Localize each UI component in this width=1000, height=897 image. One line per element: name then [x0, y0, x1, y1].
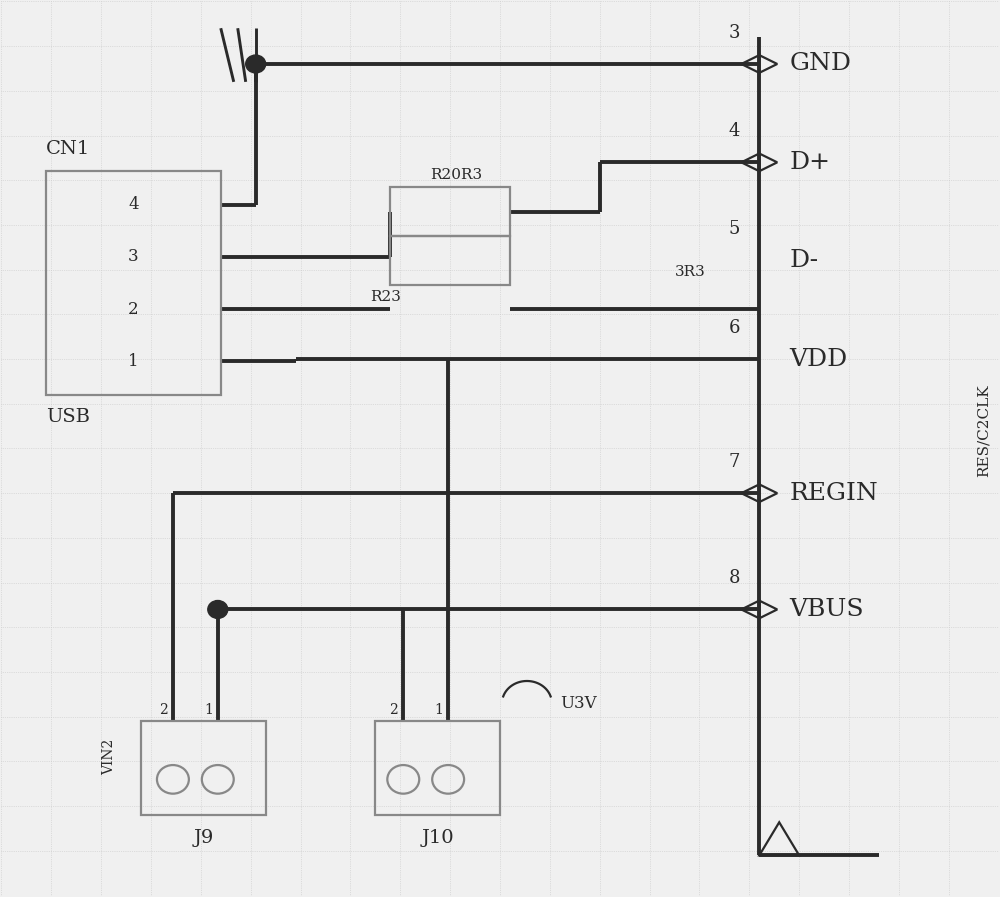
Bar [141, 721, 266, 815]
Text: 1: 1 [128, 353, 139, 370]
Text: 5: 5 [729, 221, 740, 239]
Text: D+: D+ [789, 151, 830, 174]
Text: R23: R23 [370, 290, 401, 304]
Circle shape [208, 600, 228, 618]
Bar [390, 236, 510, 285]
Text: 7: 7 [729, 453, 740, 471]
Circle shape [246, 55, 266, 73]
Text: D-: D- [789, 249, 818, 272]
Text: 4: 4 [128, 196, 139, 213]
Text: 2: 2 [159, 702, 168, 717]
Text: U3V: U3V [560, 695, 596, 712]
Text: J10: J10 [421, 829, 454, 847]
Text: 2: 2 [128, 300, 139, 318]
Text: VDD: VDD [789, 347, 847, 370]
Text: 3: 3 [128, 248, 139, 266]
Bar [390, 187, 510, 236]
Bar [375, 721, 500, 815]
Text: 4: 4 [729, 122, 740, 140]
Text: VIN2: VIN2 [102, 739, 116, 775]
Text: 6: 6 [729, 318, 740, 336]
Text: RES/C2CLK: RES/C2CLK [977, 384, 991, 477]
Bar [46, 171, 221, 395]
Text: VBUS: VBUS [789, 598, 864, 621]
Text: 1: 1 [204, 702, 213, 717]
Text: J9: J9 [193, 829, 214, 847]
Text: R20R3: R20R3 [430, 169, 482, 182]
Text: 8: 8 [729, 569, 740, 588]
Text: 3R3: 3R3 [675, 266, 705, 279]
Text: CN1: CN1 [46, 140, 91, 158]
Text: USB: USB [46, 408, 90, 426]
Text: 2: 2 [390, 702, 398, 717]
Text: REGIN: REGIN [789, 482, 878, 505]
Text: 3: 3 [729, 23, 740, 41]
Text: 1: 1 [434, 702, 443, 717]
Text: GND: GND [789, 53, 851, 75]
